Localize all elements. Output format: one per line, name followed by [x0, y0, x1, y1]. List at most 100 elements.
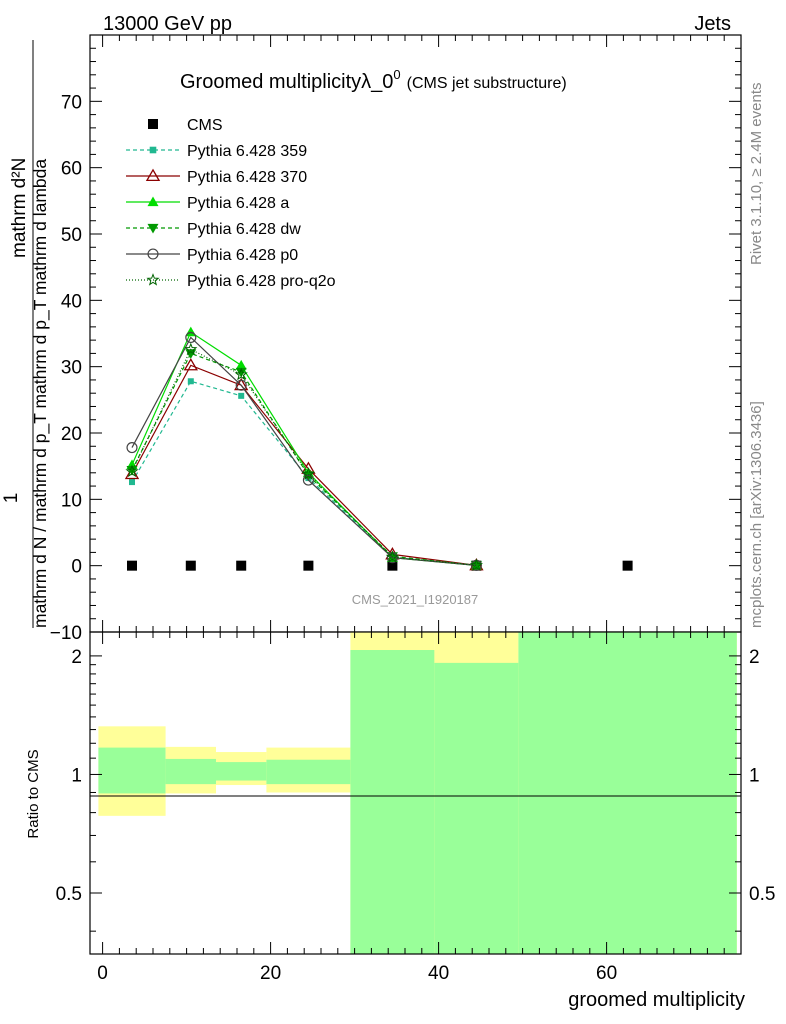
ratio-ytick-label-right: 1	[749, 765, 760, 786]
ratio-stat-band	[350, 650, 435, 954]
main-title: Groomed multiplicityλ_00 (CMS jet substru…	[180, 67, 567, 93]
main-axis-ticks: −10 0 10 20 30 40 50 60 70	[50, 35, 741, 644]
legend-label-cms: CMS	[187, 117, 223, 134]
ratio-stat-band	[266, 759, 351, 785]
data-point-pp0	[126, 442, 138, 454]
ratio-axis-ticks: 0.5 0.51 12 20 20 40 60	[56, 632, 775, 984]
ratio-stat-band	[165, 758, 216, 785]
data-point-p359	[187, 378, 194, 385]
ratio-xtick-label: 0	[97, 963, 108, 984]
legend-label-pdw: Pythia 6.428 dw	[187, 221, 301, 238]
main-ytick-label: 20	[61, 424, 82, 445]
legend-marker-pp0	[147, 248, 159, 260]
data-point-ppro	[234, 367, 248, 381]
ratio-ytick-label-right: 2	[749, 647, 760, 668]
data-point-ppro	[184, 342, 198, 356]
series-line-ppro	[131, 348, 477, 566]
series-line-pp0	[131, 336, 477, 566]
data-point-pp0	[185, 331, 197, 344]
legend-marker-pdw	[147, 223, 159, 234]
ratio-stat-band	[216, 762, 267, 781]
data-point-ppro	[301, 467, 315, 480]
main-ytick-label: 0	[71, 557, 82, 578]
legend-item-pp0: Pythia 6.428 p0	[126, 247, 298, 264]
series-line-p370	[131, 364, 477, 566]
data-point-pdw	[235, 367, 247, 378]
legend-item-p359: Pythia 6.428 359	[126, 143, 307, 160]
main-ytick-label: 60	[61, 159, 82, 180]
legend-label-p370: Pythia 6.428 370	[187, 169, 307, 186]
legend-marker-p359	[149, 146, 157, 154]
series-pp0	[126, 331, 482, 571]
ratio-xtick-label: 20	[260, 963, 281, 984]
data-point-ppro	[125, 464, 139, 478]
analysis-watermark: CMS_2021_I1920187	[352, 592, 479, 607]
ratio-xtick-label: 40	[428, 963, 449, 984]
data-point-pp0	[235, 379, 247, 391]
legend-label-p359: Pythia 6.428 359	[187, 143, 307, 160]
series-pa	[126, 326, 482, 570]
ratio-bands-layer	[98, 632, 737, 954]
main-ytick-label: 40	[61, 291, 82, 312]
ratio-stat-band	[98, 747, 166, 794]
main-ylabel-numerator: mathrm d²N	[9, 158, 30, 258]
main-series-layer	[124, 326, 633, 571]
data-point-cms	[236, 560, 247, 571]
ratio-ylabel: Ratio to CMS	[25, 749, 42, 838]
legend-marker-p370	[145, 168, 161, 182]
legend-item-pa: Pythia 6.428 a	[126, 195, 289, 212]
ratio-ytick-label: 1	[71, 765, 82, 786]
legend-label-pa: Pythia 6.428 a	[187, 195, 289, 212]
main-ytick-label: 30	[61, 358, 82, 379]
rivet-version-label: Rivet 3.1.10, ≥ 2.4M events	[748, 83, 765, 266]
main-ytick-label: 10	[61, 490, 82, 511]
main-title-superscript: 0	[393, 67, 400, 82]
ratio-stat-band	[434, 662, 519, 954]
ratio-stat-band	[518, 632, 737, 954]
ratio-ytick-label: 0.5	[56, 884, 82, 905]
legend-label-pp0: Pythia 6.428 p0	[187, 247, 298, 264]
series-line-pdw	[131, 352, 477, 566]
series-ppro	[125, 342, 483, 571]
ratio-xtick-label: 60	[596, 963, 617, 984]
data-point-p370	[183, 357, 198, 371]
header-jets-label: Jets	[694, 13, 731, 35]
main-title-text: Groomed multiplicityλ_0	[180, 71, 393, 93]
legend: CMS Pythia 6.428 359 Pythia 6.428 370 Pythi…	[126, 117, 336, 290]
legend-label-ppro: Pythia 6.428 pro-q2o	[187, 273, 336, 290]
main-ytick-label: 50	[61, 225, 82, 246]
ratio-xlabel: groomed multiplicity	[568, 989, 745, 1011]
data-point-ppro	[469, 558, 483, 571]
legend-item-p370: Pythia 6.428 370	[126, 168, 307, 186]
data-point-p359	[238, 392, 245, 399]
legend-marker-pa	[147, 196, 159, 207]
main-ytick-label: 70	[61, 92, 82, 113]
data-point-cms	[185, 560, 196, 571]
data-point-cms	[127, 560, 137, 571]
series-pdw	[126, 349, 482, 571]
legend-marker-ppro	[146, 273, 160, 286]
data-point-p359	[129, 479, 135, 486]
legend-marker-cms	[148, 119, 158, 129]
header-energy-label: 13000 GeV pp	[103, 13, 232, 35]
ratio-ytick-label: 2	[71, 647, 82, 668]
legend-item-cms: CMS	[148, 117, 223, 134]
main-ytick-label: −10	[50, 623, 82, 644]
data-point-cms	[387, 560, 398, 571]
main-ylabel-denominator: mathrm d N / mathrm d p_T mathrm d p_T m…	[30, 159, 51, 628]
series-cms	[127, 560, 633, 571]
mcplots-credit-label: mcplots.cern.ch [arXiv:1306.3436]	[748, 401, 765, 628]
data-point-cms	[303, 560, 314, 571]
data-point-pp0	[302, 474, 314, 486]
data-point-ppro	[385, 550, 399, 563]
main-ylabel-one: 1	[1, 493, 22, 504]
data-point-pa	[235, 359, 247, 370]
data-point-cms	[622, 560, 633, 571]
series-p370	[124, 357, 484, 571]
ratio-plot-frame	[89, 631, 742, 955]
main-title-subtitle: (CMS jet substructure)	[407, 75, 567, 92]
ratio-ytick-label-right: 0.5	[749, 884, 775, 905]
legend-item-ppro: Pythia 6.428 pro-q2o	[126, 273, 336, 290]
legend-item-pdw: Pythia 6.428 dw	[126, 221, 301, 238]
